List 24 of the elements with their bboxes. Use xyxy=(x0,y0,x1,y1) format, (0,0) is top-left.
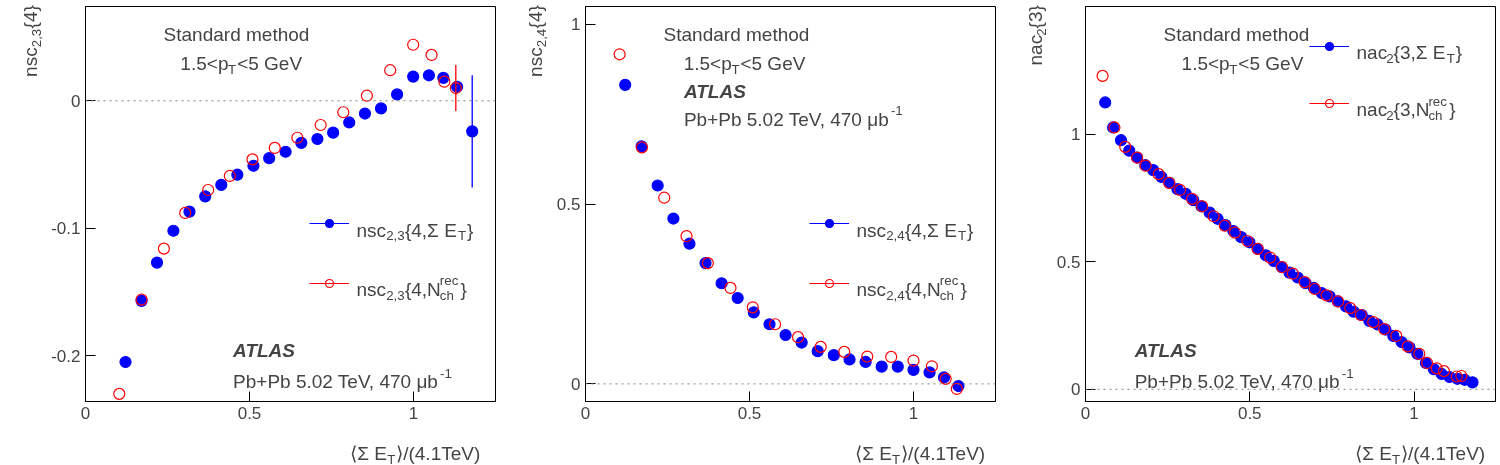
annotation: ATLAS xyxy=(682,80,747,102)
annotation: Standard method xyxy=(163,23,310,45)
annotation: ATLAS xyxy=(1133,339,1197,361)
annotation: Standard method xyxy=(663,23,810,45)
y-tick-label: 0.5 xyxy=(556,195,581,215)
x-tick-label: 0.5 xyxy=(1237,403,1262,423)
y-axis-title: nsc2,4{4} xyxy=(525,5,549,77)
y-axis-title: nsc2,3{4} xyxy=(20,5,44,77)
y-tick-label: 0 xyxy=(571,374,581,394)
annotation: ATLAS xyxy=(232,339,296,361)
y-axis-title: nac2{3} xyxy=(1025,5,1049,66)
y-tick-label: 0.5 xyxy=(1056,252,1081,272)
x-tick-label: 1 xyxy=(908,403,919,423)
x-tick-label: 0.5 xyxy=(237,403,262,423)
x-tick-label: 0.5 xyxy=(737,403,762,423)
y-tick-label: -0.2 xyxy=(51,346,81,366)
y-tick-label: 1 xyxy=(1071,125,1081,145)
x-tick-label: 1 xyxy=(408,403,419,423)
y-tick-label: 0 xyxy=(1071,380,1081,400)
x-tick-label: 1 xyxy=(1409,403,1419,423)
annotation: Standard method xyxy=(1163,23,1310,45)
y-tick-label: -0.1 xyxy=(51,219,81,239)
y-tick-label: 0 xyxy=(71,91,81,111)
y-tick-label: 1 xyxy=(571,15,581,35)
